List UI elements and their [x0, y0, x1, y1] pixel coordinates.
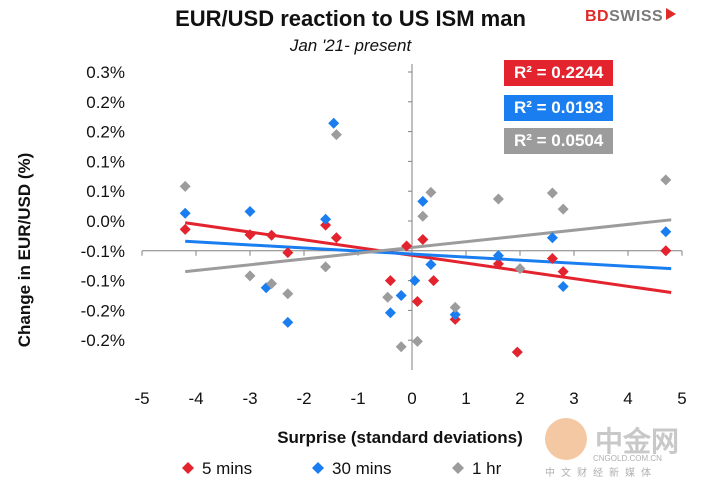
data-point-series-2 [330, 129, 342, 141]
data-point-series-0 [330, 232, 342, 244]
bdswiss-logo: BDSWISS [585, 8, 677, 26]
logo-part-bd: BD [585, 8, 610, 25]
r2-badge-1-hr: R² = 0.0504 [504, 128, 614, 154]
x-tick-label: 1 [461, 389, 470, 408]
data-point-series-1 [179, 207, 191, 219]
data-point-series-0 [492, 258, 504, 270]
data-point-series-0 [411, 295, 423, 307]
x-axis-label: Surprise (standard deviations) [277, 428, 523, 447]
x-tick-label: 2 [515, 389, 524, 408]
y-tick-label: 0.2% [86, 123, 125, 142]
data-point-series-1 [328, 117, 340, 129]
chart-title: EUR/USD reaction to US ISM man [175, 6, 526, 31]
y-tick-label: -0.2% [81, 331, 125, 350]
cngold-watermark: 中金网 CNGOLD.COM.CN 中文财经新媒体 [545, 418, 695, 479]
trendline-1 [185, 239, 672, 271]
data-point-series-0 [417, 233, 429, 245]
x-tick-label: -3 [242, 389, 257, 408]
x-tick-label: -4 [188, 389, 203, 408]
data-point-series-2 [382, 291, 394, 303]
data-point-series-0 [557, 266, 569, 278]
legend-marker-1 [312, 462, 324, 474]
data-point-series-0 [384, 275, 396, 287]
data-point-series-2 [417, 210, 429, 222]
data-point-series-1 [395, 290, 407, 301]
data-point-series-1 [492, 250, 504, 262]
chart-subtitle: Jan '21- present [289, 36, 412, 55]
data-point-series-2 [492, 193, 504, 205]
y-tick-label: -0.1% [81, 242, 125, 261]
data-point-series-1 [557, 281, 569, 293]
data-point-series-1 [409, 275, 421, 287]
data-point-series-0 [266, 229, 278, 241]
data-point-series-2 [244, 270, 256, 282]
data-point-series-1 [282, 316, 294, 328]
y-tick-label: 0.2% [86, 93, 125, 112]
data-point-series-0 [179, 223, 191, 235]
data-point-series-2 [411, 335, 423, 347]
x-tick-label: -1 [350, 389, 365, 408]
x-tick-label: 0 [407, 389, 416, 408]
data-point-series-2 [557, 203, 569, 215]
trendline-0 [184, 221, 672, 295]
legend-marker-0 [182, 462, 194, 474]
data-point-series-1 [417, 195, 429, 207]
data-point-series-2 [395, 341, 407, 353]
data-point-series-1 [384, 307, 396, 319]
data-point-series-2 [320, 261, 332, 273]
data-point-series-0 [320, 219, 332, 231]
x-tick-label: -2 [296, 389, 311, 408]
data-point-series-1 [660, 226, 672, 238]
y-tick-label: -0.1% [81, 272, 125, 291]
y-tick-label: -0.2% [81, 301, 125, 320]
legend-label-1: 30 mins [332, 459, 392, 478]
data-point-series-1 [449, 309, 461, 321]
data-point-series-2 [546, 187, 558, 199]
watermark-subtitle: 中文财经新媒体 [545, 468, 657, 479]
data-point-series-0 [428, 275, 440, 287]
data-point-series-2 [660, 174, 672, 186]
data-point-series-0 [546, 253, 558, 265]
data-point-series-0 [660, 245, 672, 257]
logo-flag-icon [666, 8, 677, 20]
y-tick-label: 0.1% [86, 182, 125, 201]
data-point-series-2 [282, 288, 294, 300]
logo-part-swiss: SWISS [609, 8, 664, 25]
legend-marker-2 [452, 462, 464, 474]
data-point-series-1 [320, 213, 332, 225]
data-point-series-1 [546, 232, 558, 244]
data-point-series-2 [266, 278, 278, 290]
data-point-series-2 [179, 180, 191, 192]
r2-badge-5-mins: R² = 0.2244 [504, 60, 614, 86]
y-axis-label: Change in EUR/USD (%) [15, 152, 34, 348]
data-point-series-0 [244, 229, 256, 241]
x-tick-label: 4 [623, 389, 632, 408]
data-point-series-1 [244, 205, 256, 217]
data-point-series-0 [511, 346, 523, 358]
x-tick-label: 3 [569, 389, 578, 408]
legend-label-2: 1 hr [472, 459, 502, 478]
x-tick-label: -5 [134, 389, 149, 408]
y-tick-label: 0.1% [86, 152, 125, 171]
data-point-series-0 [401, 240, 413, 252]
watermark-brand: 中金网 [595, 425, 680, 458]
data-point-series-0 [282, 247, 294, 259]
trendline-2 [185, 218, 672, 274]
r2-badge-30-mins: R² = 0.0193 [504, 95, 614, 121]
data-point-series-2 [514, 263, 526, 275]
y-tick-label: 0.0% [86, 212, 125, 231]
data-point-series-1 [425, 259, 437, 271]
data-point-series-2 [425, 186, 437, 198]
legend-label-0: 5 mins [202, 459, 252, 478]
data-point-series-2 [449, 301, 461, 313]
watermark-logo-icon [545, 418, 587, 460]
y-tick-label: 0.3% [86, 63, 125, 82]
watermark-url: CNGOLD.COM.CN [593, 454, 662, 463]
x-tick-label: 5 [677, 389, 686, 408]
